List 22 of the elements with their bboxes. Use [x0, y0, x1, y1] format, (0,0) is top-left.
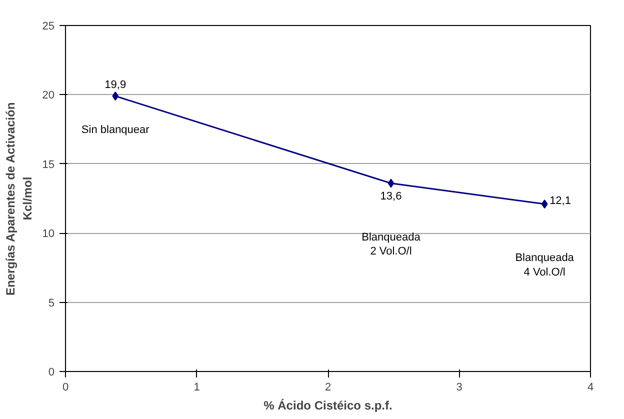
x-axis-title: % Ácido Cistéico s.p.f. [264, 398, 392, 412]
x-tick-label: 3 [456, 382, 462, 394]
y-tick-label: 20 [42, 90, 55, 102]
point [541, 200, 548, 209]
y-tick-label: 0 [48, 366, 55, 378]
annotation: Sin blanquear [81, 124, 150, 136]
data-label: 12,1 [550, 195, 571, 208]
x-tick-label: 1 [194, 382, 200, 394]
x-tick-label: 2 [324, 382, 332, 394]
y-tick-label: 10 [42, 228, 55, 240]
data-label: 13,6 [380, 190, 402, 202]
annotation: Blanqueada 2 Vol.O/l [362, 231, 422, 258]
y-tick-label: 25 [42, 20, 55, 32]
data-label: 19,9 [104, 79, 126, 92]
point [112, 92, 119, 101]
y-axis-title: Energías Aparentes de Activación Kcl/mol [3, 102, 34, 296]
y-tick-label: 5 [48, 297, 55, 310]
point [388, 178, 394, 188]
y-tick-label: 15 [42, 158, 55, 171]
annotation: Blanqueada 4 Vol.O/l [515, 252, 575, 278]
x-tick-label: 0 [62, 382, 69, 394]
x-tick-label: 4 [587, 382, 594, 394]
